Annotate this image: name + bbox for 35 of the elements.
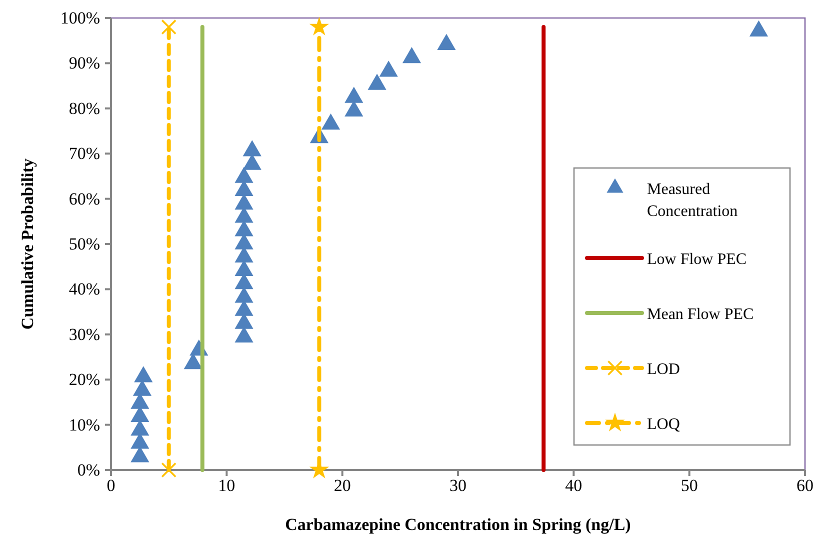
y-tick-label: 80% xyxy=(68,98,100,118)
point xyxy=(242,140,262,156)
y-tick-label: 10% xyxy=(68,415,100,434)
x-tick-label: 60 xyxy=(796,476,814,496)
y-tick-label: 100% xyxy=(60,8,100,28)
point xyxy=(321,113,340,130)
y-axis-title: Cumulative Probability xyxy=(18,158,37,330)
legend-label: LOQ xyxy=(647,416,680,433)
point xyxy=(134,366,153,382)
point xyxy=(749,20,768,36)
y-tick-label: 50% xyxy=(68,234,100,254)
point xyxy=(368,74,386,90)
x-tick-label: 10 xyxy=(218,476,236,496)
y-tick-label: 20% xyxy=(68,370,100,390)
point xyxy=(234,166,254,183)
y-tick-label: 60% xyxy=(68,189,100,208)
point xyxy=(437,34,456,50)
point xyxy=(379,60,398,77)
x-axis-title: Carbamazepine Concentration in Spring (ng/L) xyxy=(285,515,631,534)
y-tick-label: 0% xyxy=(77,460,100,480)
x-tick-label: 20 xyxy=(334,476,351,496)
legend-label: Low Flow PEC xyxy=(647,251,747,268)
x-tick-label: 50 xyxy=(680,476,698,496)
legend-label: Measured Concentration xyxy=(647,181,738,220)
point xyxy=(402,47,422,64)
y-tick-label: 30% xyxy=(68,324,100,344)
y-tick-label: 90% xyxy=(68,54,100,73)
point xyxy=(344,86,364,103)
y-tick-label: 70% xyxy=(68,144,100,164)
x-tick-label: 30 xyxy=(450,476,466,496)
legend-label: Mean Flow PEC xyxy=(647,306,754,323)
x-tick-label: 40 xyxy=(565,476,582,496)
x-tick-label: 0 xyxy=(106,476,116,496)
legend-label: LOD xyxy=(647,361,680,378)
y-tick-label: 40% xyxy=(68,280,100,299)
